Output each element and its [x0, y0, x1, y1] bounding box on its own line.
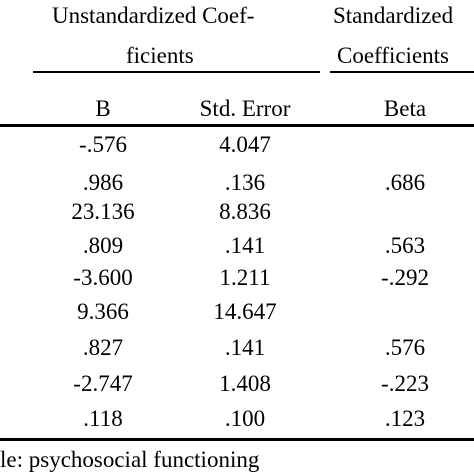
- cell-beta: .563: [384, 233, 426, 258]
- cell-beta: .576: [384, 335, 426, 360]
- unstandardized-header-line2: ficients: [126, 43, 194, 68]
- cell-b: 23.136: [71, 199, 135, 224]
- cell-b: -2.747: [73, 371, 133, 396]
- table-footnote: le: psychosocial functioning: [0, 447, 260, 472]
- standardized-header-line1: Standardized: [333, 3, 454, 28]
- cell-beta: .686: [384, 170, 426, 195]
- column-header-beta: Beta: [383, 96, 427, 121]
- cell-beta: .123: [384, 406, 426, 431]
- cell-b: .986: [82, 170, 124, 195]
- unstandardized-spanner-rule: [33, 71, 320, 73]
- cell-b: 9.366: [77, 299, 129, 324]
- unstandardized-header-line1: Unstandardized Coef-: [52, 3, 255, 28]
- cell-std-error: 1.211: [219, 265, 271, 290]
- cell-b: -3.600: [73, 265, 133, 290]
- standardized-spanner-rule: [330, 71, 474, 73]
- cell-b: .827: [82, 335, 124, 360]
- cell-b: .809: [82, 233, 124, 258]
- table-bottom-rule: [0, 438, 474, 441]
- column-header-b: B: [95, 96, 111, 121]
- cell-b: .118: [83, 406, 123, 431]
- cell-std-error: .100: [224, 406, 266, 431]
- cell-std-error: .141: [224, 335, 266, 360]
- cell-beta: -.292: [381, 265, 429, 290]
- header-bottom-rule: [0, 124, 474, 127]
- standardized-header-line2: Coefficients: [337, 43, 449, 68]
- cell-std-error: 8.836: [219, 199, 271, 224]
- cell-std-error: .141: [224, 233, 266, 258]
- cell-std-error: 1.408: [219, 371, 271, 396]
- cell-std-error: .136: [224, 170, 266, 195]
- cell-std-error: 4.047: [219, 132, 271, 157]
- cell-std-error: 14.647: [213, 299, 277, 324]
- column-header-std-error: Std. Error: [199, 96, 291, 121]
- cell-beta: -.223: [381, 371, 429, 396]
- cell-b: -.576: [79, 132, 127, 157]
